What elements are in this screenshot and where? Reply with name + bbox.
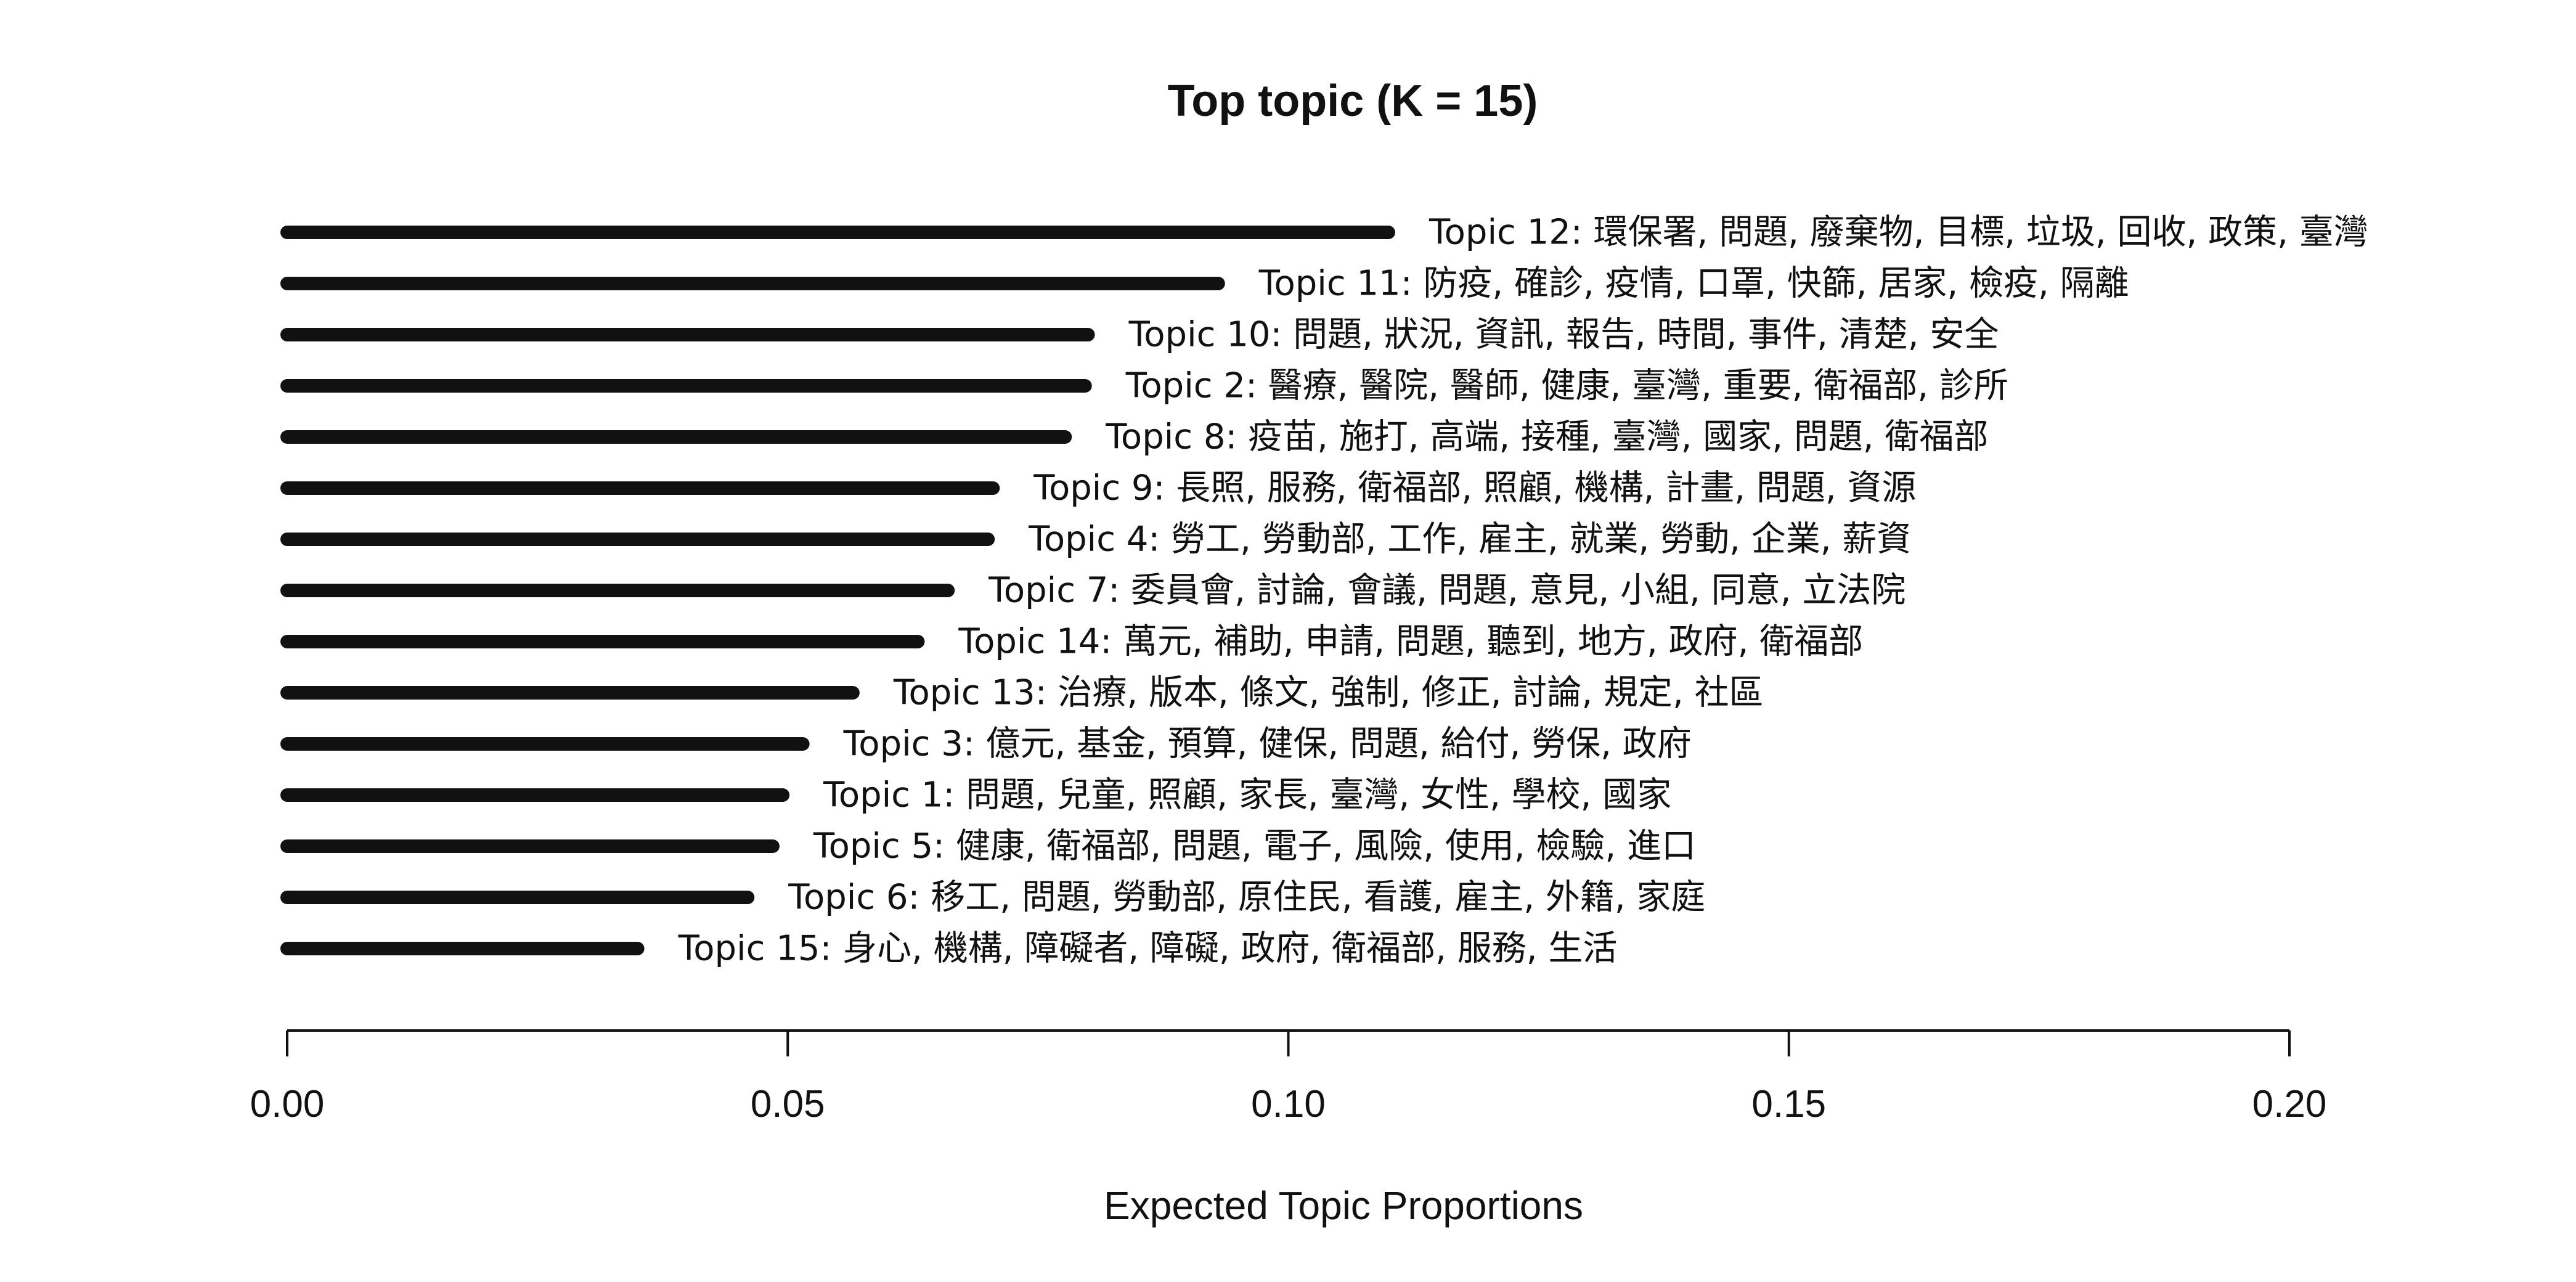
x-tick-label: 0.15 xyxy=(1751,1083,1826,1125)
topic-bar-label: Topic 12: 環保署, 問題, 廢棄物, 目標, 垃圾, 回收, 政策, … xyxy=(1429,213,2368,253)
x-tick-label: 0.20 xyxy=(2252,1083,2327,1125)
x-axis: 0.00 0.05 0.10 0.15 0.20 xyxy=(250,1029,2327,1125)
topic-bar-label: Topic 8: 疫苗, 施打, 高端, 接種, 臺灣, 國家, 問題, 衛福部 xyxy=(1105,417,1988,457)
topic-bar-label: Topic 15: 身心, 機構, 障礙者, 障礙, 政府, 衛福部, 服務, … xyxy=(678,929,1618,969)
x-tick-label: 0.10 xyxy=(1251,1083,1326,1125)
bars-layer: Topic 12: 環保署, 問題, 廢棄物, 目標, 垃圾, 回收, 政策, … xyxy=(280,213,2368,969)
x-tick-label: 0.00 xyxy=(250,1083,325,1125)
x-tick-label: 0.05 xyxy=(751,1083,825,1125)
topic-bar-label: Topic 4: 勞工, 勞動部, 工作, 雇主, 就業, 勞動, 企業, 薪資 xyxy=(1028,520,1911,560)
topic-bar-label: Topic 13: 治療, 版本, 條文, 強制, 修正, 討論, 規定, 社區 xyxy=(893,673,1764,713)
topic-bar-label: Topic 1: 問題, 兒童, 照顧, 家長, 臺灣, 女性, 學校, 國家 xyxy=(823,775,1671,815)
topic-bar-label: Topic 3: 億元, 基金, 預算, 健保, 問題, 給付, 勞保, 政府 xyxy=(843,724,1692,764)
topic-bar-label: Topic 5: 健康, 衛福部, 問題, 電子, 風險, 使用, 檢驗, 進口 xyxy=(813,827,1696,867)
topic-bar-label: Topic 10: 問題, 狀況, 資訊, 報告, 時間, 事件, 清楚, 安全 xyxy=(1128,315,1999,355)
topic-bar-label: Topic 14: 萬元, 補助, 申請, 問題, 聽到, 地方, 政府, 衛福… xyxy=(958,622,1863,662)
topic-bar-label: Topic 6: 移工, 問題, 勞動部, 原住民, 看護, 雇主, 外籍, 家… xyxy=(788,878,1705,918)
chart-title: Top topic (K = 15) xyxy=(1168,76,1538,126)
topic-bar-label: Topic 2: 醫療, 醫院, 醫師, 健康, 臺灣, 重要, 衛福部, 診所 xyxy=(1125,366,2008,406)
x-axis-label: Expected Topic Proportions xyxy=(1104,1183,1583,1228)
topic-bar-label: Topic 9: 長照, 服務, 衛福部, 照顧, 機構, 計畫, 問題, 資源 xyxy=(1033,468,1916,508)
topic-bar-label: Topic 7: 委員會, 討論, 會議, 問題, 意見, 小組, 同意, 立法… xyxy=(988,571,1906,611)
topic-bar-label: Topic 11: 防疫, 確診, 疫情, 口罩, 快篩, 居家, 檢疫, 隔離 xyxy=(1258,264,2129,304)
